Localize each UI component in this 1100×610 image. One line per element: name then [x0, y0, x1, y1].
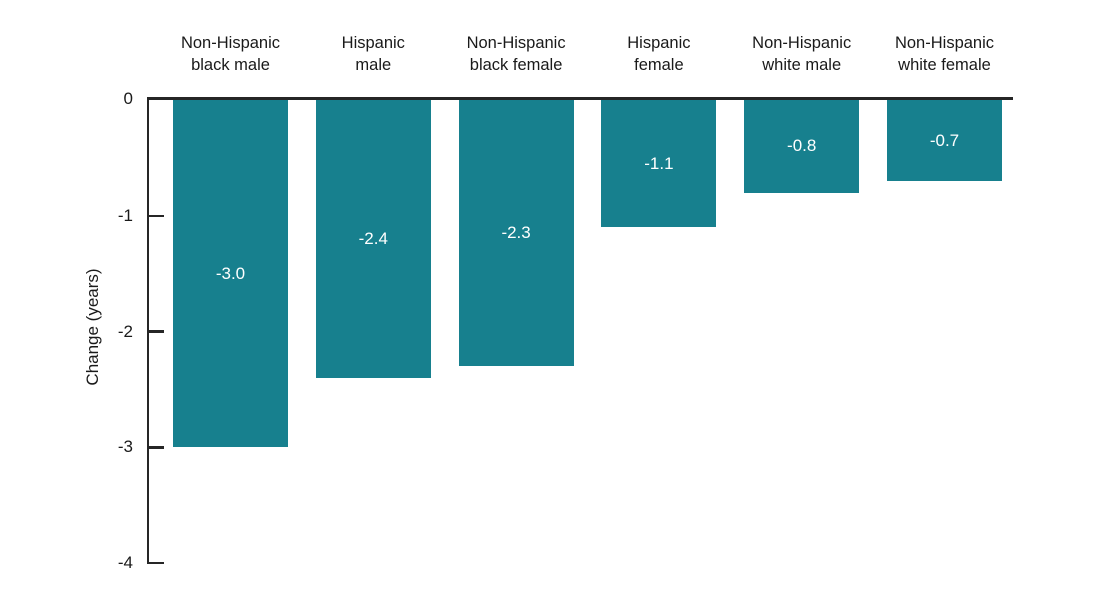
bar: -1.1 — [601, 100, 717, 228]
bar-value-label: -2.4 — [358, 228, 388, 248]
y-tick-label: 0 — [123, 88, 133, 108]
bar-value-label: -2.3 — [501, 223, 531, 243]
category-label: Hispanic male — [288, 32, 458, 76]
y-tick-label: -2 — [117, 321, 133, 341]
bar-value-label: -0.7 — [929, 130, 960, 150]
category-label: Hispanic female — [574, 32, 744, 76]
bar: -0.7 — [887, 100, 1002, 182]
bar: -2.4 — [315, 100, 431, 378]
category-label-line: female — [634, 56, 684, 74]
category-label-line: black male — [191, 56, 270, 74]
category-label-line: male — [355, 56, 392, 74]
y-tick-mark — [146, 330, 164, 333]
category-label-line: black female — [469, 56, 563, 74]
bar: -0.8 — [744, 100, 860, 193]
bar: -3.0 — [173, 100, 288, 448]
category-label: Non-Hispanic black male — [146, 32, 316, 76]
category-label-line: Non-Hispanic — [180, 34, 281, 52]
category-label-line: Hispanic — [627, 34, 691, 52]
bar-value-label: -0.8 — [787, 136, 817, 156]
category-label-line: white female — [898, 56, 991, 74]
category-label-line: Non-Hispanic — [466, 34, 566, 52]
bar-value-label: -1.1 — [644, 153, 674, 173]
category-label-line: Hispanic — [341, 34, 405, 52]
category-label-line: white male — [762, 56, 842, 74]
y-tick-mark — [146, 446, 164, 449]
category-label: Non-Hispanic white female — [860, 32, 1030, 76]
y-tick-mark — [146, 214, 164, 217]
bar: -2.3 — [458, 100, 574, 367]
y-tick-label: -3 — [117, 437, 133, 457]
y-tick-label: -1 — [117, 205, 133, 225]
category-label: Non-Hispanic white male — [717, 32, 887, 76]
category-label-line: Non-Hispanic — [752, 34, 852, 52]
y-tick-mark — [146, 561, 164, 565]
zero-baseline — [146, 97, 1013, 100]
category-label-line: Non-Hispanic — [894, 34, 995, 52]
y-tick-label: -4 — [117, 553, 133, 572]
category-label: Non-Hispanic black female — [431, 32, 601, 76]
bar-value-label: -3.0 — [215, 263, 246, 283]
